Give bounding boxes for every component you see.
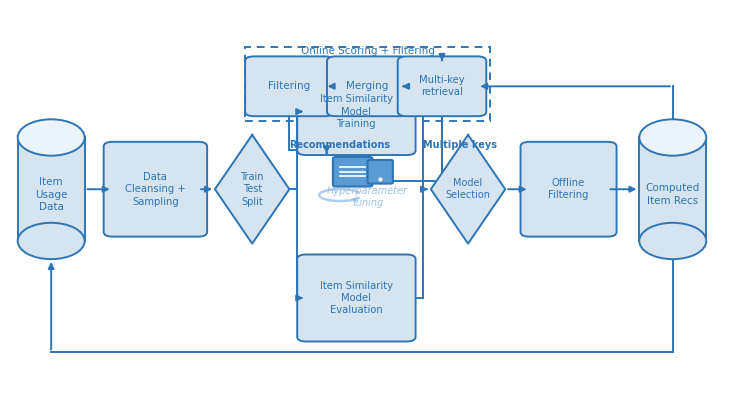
Bar bbox=[18, 138, 85, 241]
Text: Item Similarity
Model
Training: Item Similarity Model Training bbox=[320, 94, 393, 129]
Text: Item
Usage
Data: Item Usage Data bbox=[35, 177, 68, 212]
FancyBboxPatch shape bbox=[327, 56, 408, 116]
FancyBboxPatch shape bbox=[245, 56, 334, 116]
Text: Merging: Merging bbox=[346, 81, 388, 91]
Text: Hyperparameter
tuning: Hyperparameter tuning bbox=[327, 186, 408, 208]
Polygon shape bbox=[430, 135, 506, 243]
Ellipse shape bbox=[18, 119, 85, 156]
FancyBboxPatch shape bbox=[104, 142, 207, 237]
FancyBboxPatch shape bbox=[520, 142, 616, 237]
Text: Recommendations: Recommendations bbox=[290, 139, 391, 150]
FancyBboxPatch shape bbox=[398, 56, 486, 116]
FancyBboxPatch shape bbox=[368, 160, 393, 184]
Ellipse shape bbox=[639, 119, 706, 156]
Ellipse shape bbox=[18, 223, 85, 259]
Ellipse shape bbox=[639, 119, 706, 156]
Text: Data
Cleansing +
Sampling: Data Cleansing + Sampling bbox=[125, 172, 186, 206]
Ellipse shape bbox=[639, 223, 706, 259]
Polygon shape bbox=[215, 135, 290, 243]
Text: Computed
Item Recs: Computed Item Recs bbox=[646, 184, 700, 206]
Text: Model
Selection: Model Selection bbox=[446, 178, 491, 201]
Bar bbox=[639, 138, 706, 241]
Text: Multi-key
retrieval: Multi-key retrieval bbox=[419, 75, 465, 97]
Text: Filtering: Filtering bbox=[268, 81, 310, 91]
Text: Train
Test
Split: Train Test Split bbox=[241, 172, 264, 206]
FancyBboxPatch shape bbox=[297, 68, 416, 155]
Text: Item Similarity
Model
Evaluation: Item Similarity Model Evaluation bbox=[320, 281, 393, 315]
Text: Offline
Filtering: Offline Filtering bbox=[548, 178, 589, 201]
Ellipse shape bbox=[18, 119, 85, 156]
FancyBboxPatch shape bbox=[297, 255, 416, 342]
Text: Multiple keys: Multiple keys bbox=[424, 139, 497, 150]
Text: Online Scoring + Filtering: Online Scoring + Filtering bbox=[301, 46, 434, 56]
FancyBboxPatch shape bbox=[333, 157, 373, 186]
